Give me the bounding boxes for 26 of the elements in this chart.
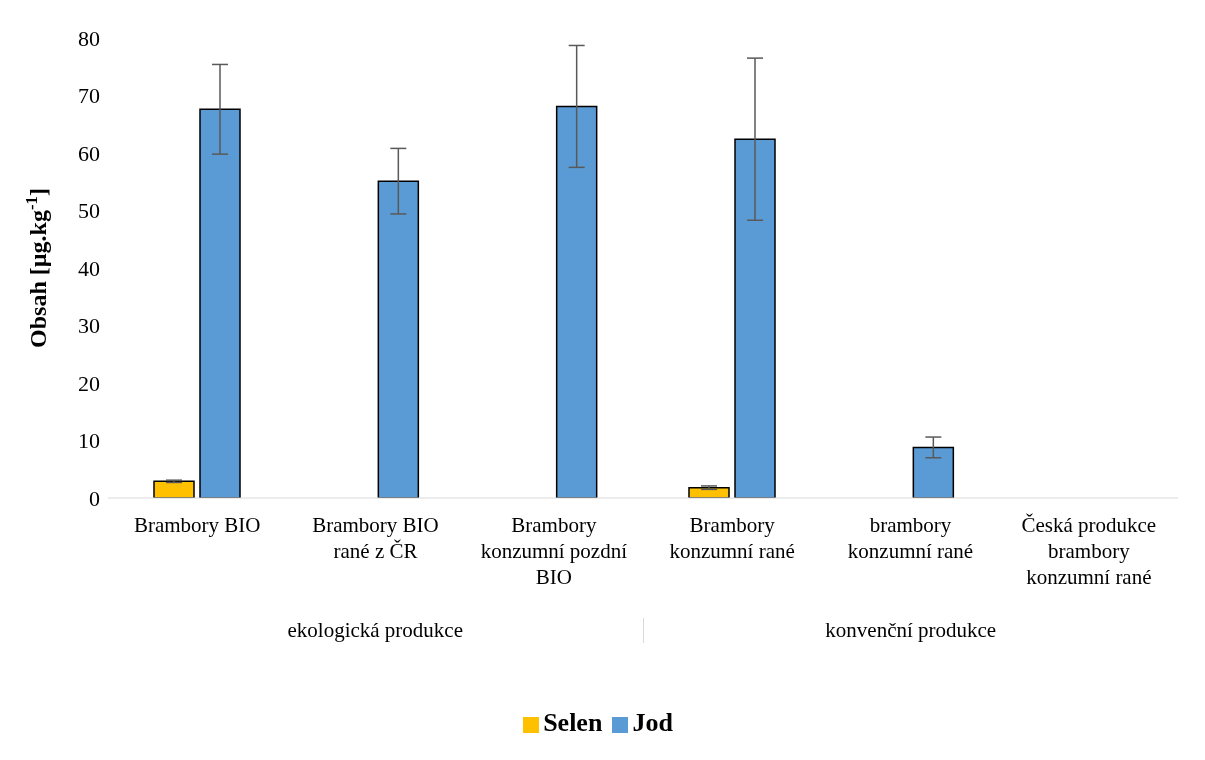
y-tick-label: 80 (78, 25, 100, 51)
text: ekologická produkce (286, 618, 464, 643)
x-tick-label: brambory konzumní rané (847, 513, 974, 563)
x-tick-label: Brambory konzumní pozdní BIO (480, 513, 628, 589)
bar (153, 480, 195, 498)
bar (912, 446, 955, 498)
legend-label: Selen (543, 708, 603, 737)
legend-label: Jod (632, 708, 673, 737)
text: konvenční produkce (642, 618, 1178, 643)
y-tick-label: 50 (78, 198, 100, 224)
y-tick-label: 0 (89, 485, 100, 511)
x-tick-label: Brambory BIO (133, 513, 261, 537)
bar (199, 108, 241, 498)
x-tick-label: Česká produkce brambory konzumní rané (1021, 513, 1157, 589)
x-tick-label: Brambory BIO rané z ČR (312, 513, 439, 563)
bar (377, 180, 420, 498)
bar (734, 138, 776, 498)
y-tick-label: 60 (78, 140, 100, 166)
y-tick-label: 40 (78, 255, 100, 281)
bar (688, 486, 730, 498)
x-tick-label: Brambory konzumní rané (669, 513, 795, 563)
y-tick-label: 30 (78, 313, 100, 339)
bar (555, 105, 598, 498)
y-tick-label: 70 (78, 83, 100, 109)
y-tick-label: 20 (78, 370, 100, 396)
y-tick-label: 10 (78, 428, 100, 454)
